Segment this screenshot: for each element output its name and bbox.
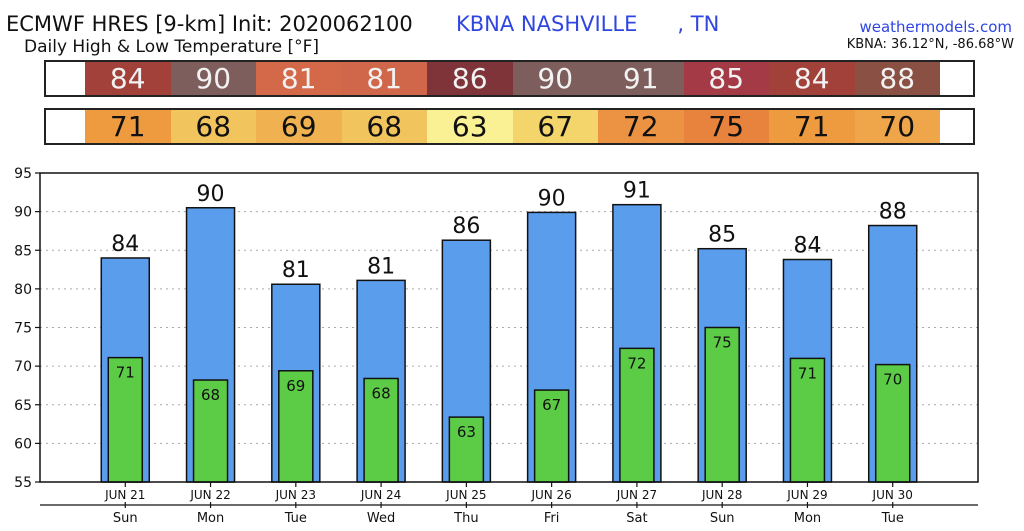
high-temp-cell: 84 bbox=[769, 62, 855, 95]
x-tick-label: JUN 24 bbox=[360, 488, 401, 502]
x-tick-label: JUN 30 bbox=[872, 488, 913, 502]
low-temp-label: 71 bbox=[798, 364, 817, 382]
y-tick-label: 80 bbox=[14, 282, 32, 298]
high-temp-cell: 84 bbox=[85, 62, 171, 95]
low-temp-label: 68 bbox=[372, 384, 391, 402]
high-temp-cell: 88 bbox=[854, 62, 940, 95]
high-temp-cell: 85 bbox=[683, 62, 769, 95]
high-temp-label: 81 bbox=[367, 254, 395, 279]
low-temp-label: 70 bbox=[883, 371, 902, 389]
chart-subtitle: Daily High & Low Temperature [°F] bbox=[24, 37, 320, 57]
high-temp-cell: 91 bbox=[598, 62, 684, 95]
y-tick-label: 75 bbox=[14, 321, 32, 337]
y-tick-label: 95 bbox=[14, 166, 32, 182]
low-temp-cell: 63 bbox=[427, 110, 513, 143]
high-temp-cell: 81 bbox=[256, 62, 342, 95]
y-tick-label: 60 bbox=[14, 436, 32, 452]
high-temp-label: 85 bbox=[708, 223, 736, 248]
high-temp-cell: 90 bbox=[512, 62, 598, 95]
weekday-label: Sun bbox=[710, 511, 735, 526]
low-temp-cell: 72 bbox=[598, 110, 684, 143]
low-temp-label: 69 bbox=[286, 377, 305, 395]
x-tick-label: JUN 25 bbox=[445, 488, 486, 502]
weekday-label: Mon bbox=[197, 511, 224, 526]
low-temp-cell: 70 bbox=[854, 110, 940, 143]
low-temp-label: 75 bbox=[713, 334, 732, 352]
high-temp-label: 88 bbox=[879, 200, 907, 225]
x-tick-label: JUN 23 bbox=[275, 488, 316, 502]
high-temp-cell: 81 bbox=[341, 62, 427, 95]
high-temp-label: 90 bbox=[197, 182, 225, 207]
high-temp-label: 84 bbox=[111, 232, 139, 257]
high-temp-label: 81 bbox=[282, 258, 310, 283]
x-tick-label: JUN 28 bbox=[701, 488, 742, 502]
chart-title: ECMWF HRES [9-km] Init: 2020062100 bbox=[6, 12, 413, 36]
low-temp-bar bbox=[704, 326, 740, 483]
x-tick-label: JUN 27 bbox=[616, 488, 657, 502]
low-temp-cell: 67 bbox=[512, 110, 598, 143]
low-temp-label: 68 bbox=[201, 386, 220, 404]
x-tick-label: JUN 21 bbox=[104, 488, 145, 502]
low-temp-bar bbox=[874, 363, 911, 483]
high-temp-label: 90 bbox=[538, 186, 566, 211]
high-temp-cell: 86 bbox=[427, 62, 513, 95]
low-temp-cell: 75 bbox=[683, 110, 769, 143]
weekday-label: Fri bbox=[544, 511, 560, 526]
low-temp-bar bbox=[192, 379, 229, 483]
weekday-label: Thu bbox=[453, 511, 478, 526]
low-temp-cell: 71 bbox=[85, 110, 171, 143]
high-temp-label: 91 bbox=[623, 179, 651, 204]
y-tick-label: 90 bbox=[14, 205, 32, 221]
low-temp-bar bbox=[278, 370, 314, 483]
station-coordinates: KBNA: 36.12°N, -86.68°W bbox=[846, 37, 1014, 52]
high-temp-cell: 90 bbox=[170, 62, 256, 95]
weekday-label: Wed bbox=[367, 511, 395, 526]
weekday-label: Tue bbox=[881, 511, 904, 526]
low-temp-label: 67 bbox=[542, 396, 561, 414]
low-temp-cell: 69 bbox=[256, 110, 342, 143]
y-tick-label: 65 bbox=[14, 398, 32, 414]
x-tick-label: JUN 26 bbox=[530, 488, 571, 502]
low-temp-label: 72 bbox=[627, 354, 646, 372]
low-temp-cell: 71 bbox=[769, 110, 855, 143]
low-temp-cell: 68 bbox=[341, 110, 427, 143]
weekday-label: Tue bbox=[284, 511, 307, 526]
weekday-label: Sat bbox=[626, 511, 647, 526]
weekday-label: Sun bbox=[113, 511, 138, 526]
y-tick-label: 85 bbox=[14, 243, 32, 259]
high-temp-label: 84 bbox=[793, 234, 821, 259]
x-tick-label: JUN 22 bbox=[189, 488, 230, 502]
y-tick-label: 70 bbox=[14, 359, 32, 375]
x-tick-label: JUN 29 bbox=[786, 488, 827, 502]
station-label: KBNA NASHVILLE , TN bbox=[456, 12, 720, 36]
low-temp-label: 71 bbox=[116, 364, 135, 382]
high-temp-label: 86 bbox=[452, 214, 480, 239]
y-tick-label: 55 bbox=[14, 475, 32, 491]
high-temperature-strip: 84 90 81 81 86 90 91 85 84 88 bbox=[44, 60, 975, 97]
low-temp-bar bbox=[789, 357, 826, 483]
low-temperature-strip: 71 68 69 68 63 67 72 75 71 70 bbox=[44, 108, 975, 145]
weekday-label: Mon bbox=[794, 511, 821, 526]
low-temp-label: 63 bbox=[457, 423, 476, 441]
low-temp-cell: 68 bbox=[170, 110, 256, 143]
site-credit: weathermodels.com bbox=[859, 18, 1012, 36]
low-temp-bar bbox=[448, 416, 485, 483]
